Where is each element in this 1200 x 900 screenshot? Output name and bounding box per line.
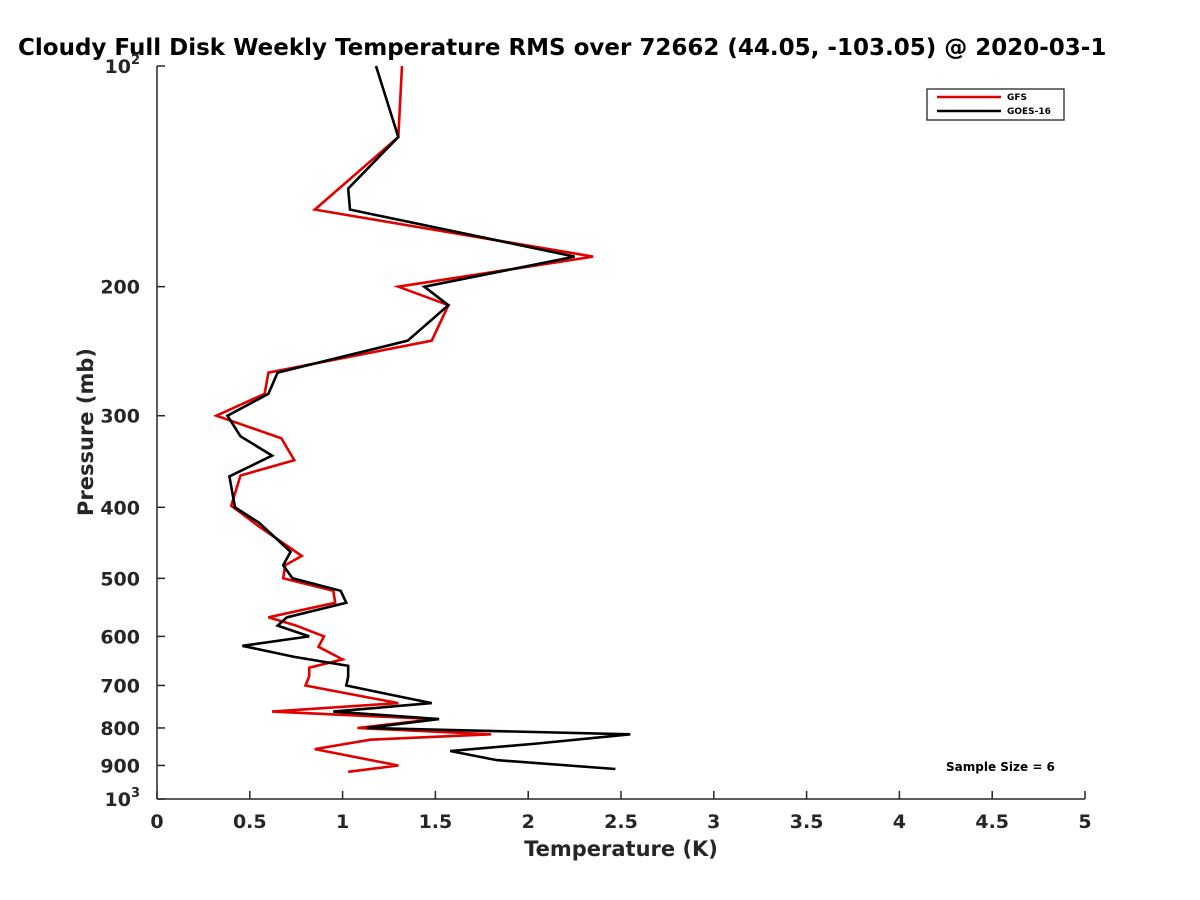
axes bbox=[156, 66, 1085, 800]
x-tick-label: 3.5 bbox=[790, 811, 824, 833]
x-tick-label: 3 bbox=[707, 811, 720, 833]
x-axis-label: Temperature (K) bbox=[524, 837, 718, 861]
sample-size-annotation: Sample Size = 6 bbox=[946, 760, 1055, 774]
series-line-gfs bbox=[212, 65, 594, 774]
y-tick-label: 400 bbox=[100, 497, 140, 519]
y-tick-label: 600 bbox=[100, 626, 140, 648]
x-tick-label: 0 bbox=[150, 811, 163, 833]
legend: GFS GOES-16 bbox=[926, 88, 1065, 121]
x-tick-label: 4 bbox=[893, 811, 906, 833]
y-tick-label: 102 bbox=[105, 53, 141, 78]
x-ticks: 0 0.5 1 1.5 2 2.5 3 3.5 4 4.5 5 bbox=[150, 791, 1092, 833]
legend-label-gfs: GFS bbox=[1007, 93, 1027, 103]
x-tick-label: 4.5 bbox=[975, 811, 1009, 833]
x-tick-label: 1.5 bbox=[419, 811, 453, 833]
x-tick-label: 0.5 bbox=[233, 811, 267, 833]
y-tick-label: 900 bbox=[100, 755, 140, 777]
y-ticks: 102 200 300 400 500 600 700 800 900 103 bbox=[100, 53, 165, 811]
legend-box bbox=[926, 88, 1065, 121]
x-tick-label: 1 bbox=[336, 811, 349, 833]
x-tick-label: 2 bbox=[522, 811, 535, 833]
y-tick-label: 200 bbox=[100, 277, 140, 299]
y-axis-label: Pressure (mb) bbox=[74, 348, 98, 516]
legend-label-goes16: GOES-16 bbox=[1007, 107, 1051, 117]
y-tick-label: 800 bbox=[100, 718, 140, 740]
y-tick-label: 700 bbox=[100, 675, 140, 697]
series-line-goes16 bbox=[225, 65, 631, 771]
x-tick-label: 5 bbox=[1078, 811, 1091, 833]
series-group bbox=[212, 65, 631, 774]
y-tick-label: 300 bbox=[100, 406, 140, 428]
x-tick-label: 2.5 bbox=[604, 811, 638, 833]
chart-title: Cloudy Full Disk Weekly Temperature RMS … bbox=[18, 35, 1106, 61]
y-tick-label: 103 bbox=[105, 786, 141, 811]
y-tick-label: 500 bbox=[100, 568, 140, 590]
